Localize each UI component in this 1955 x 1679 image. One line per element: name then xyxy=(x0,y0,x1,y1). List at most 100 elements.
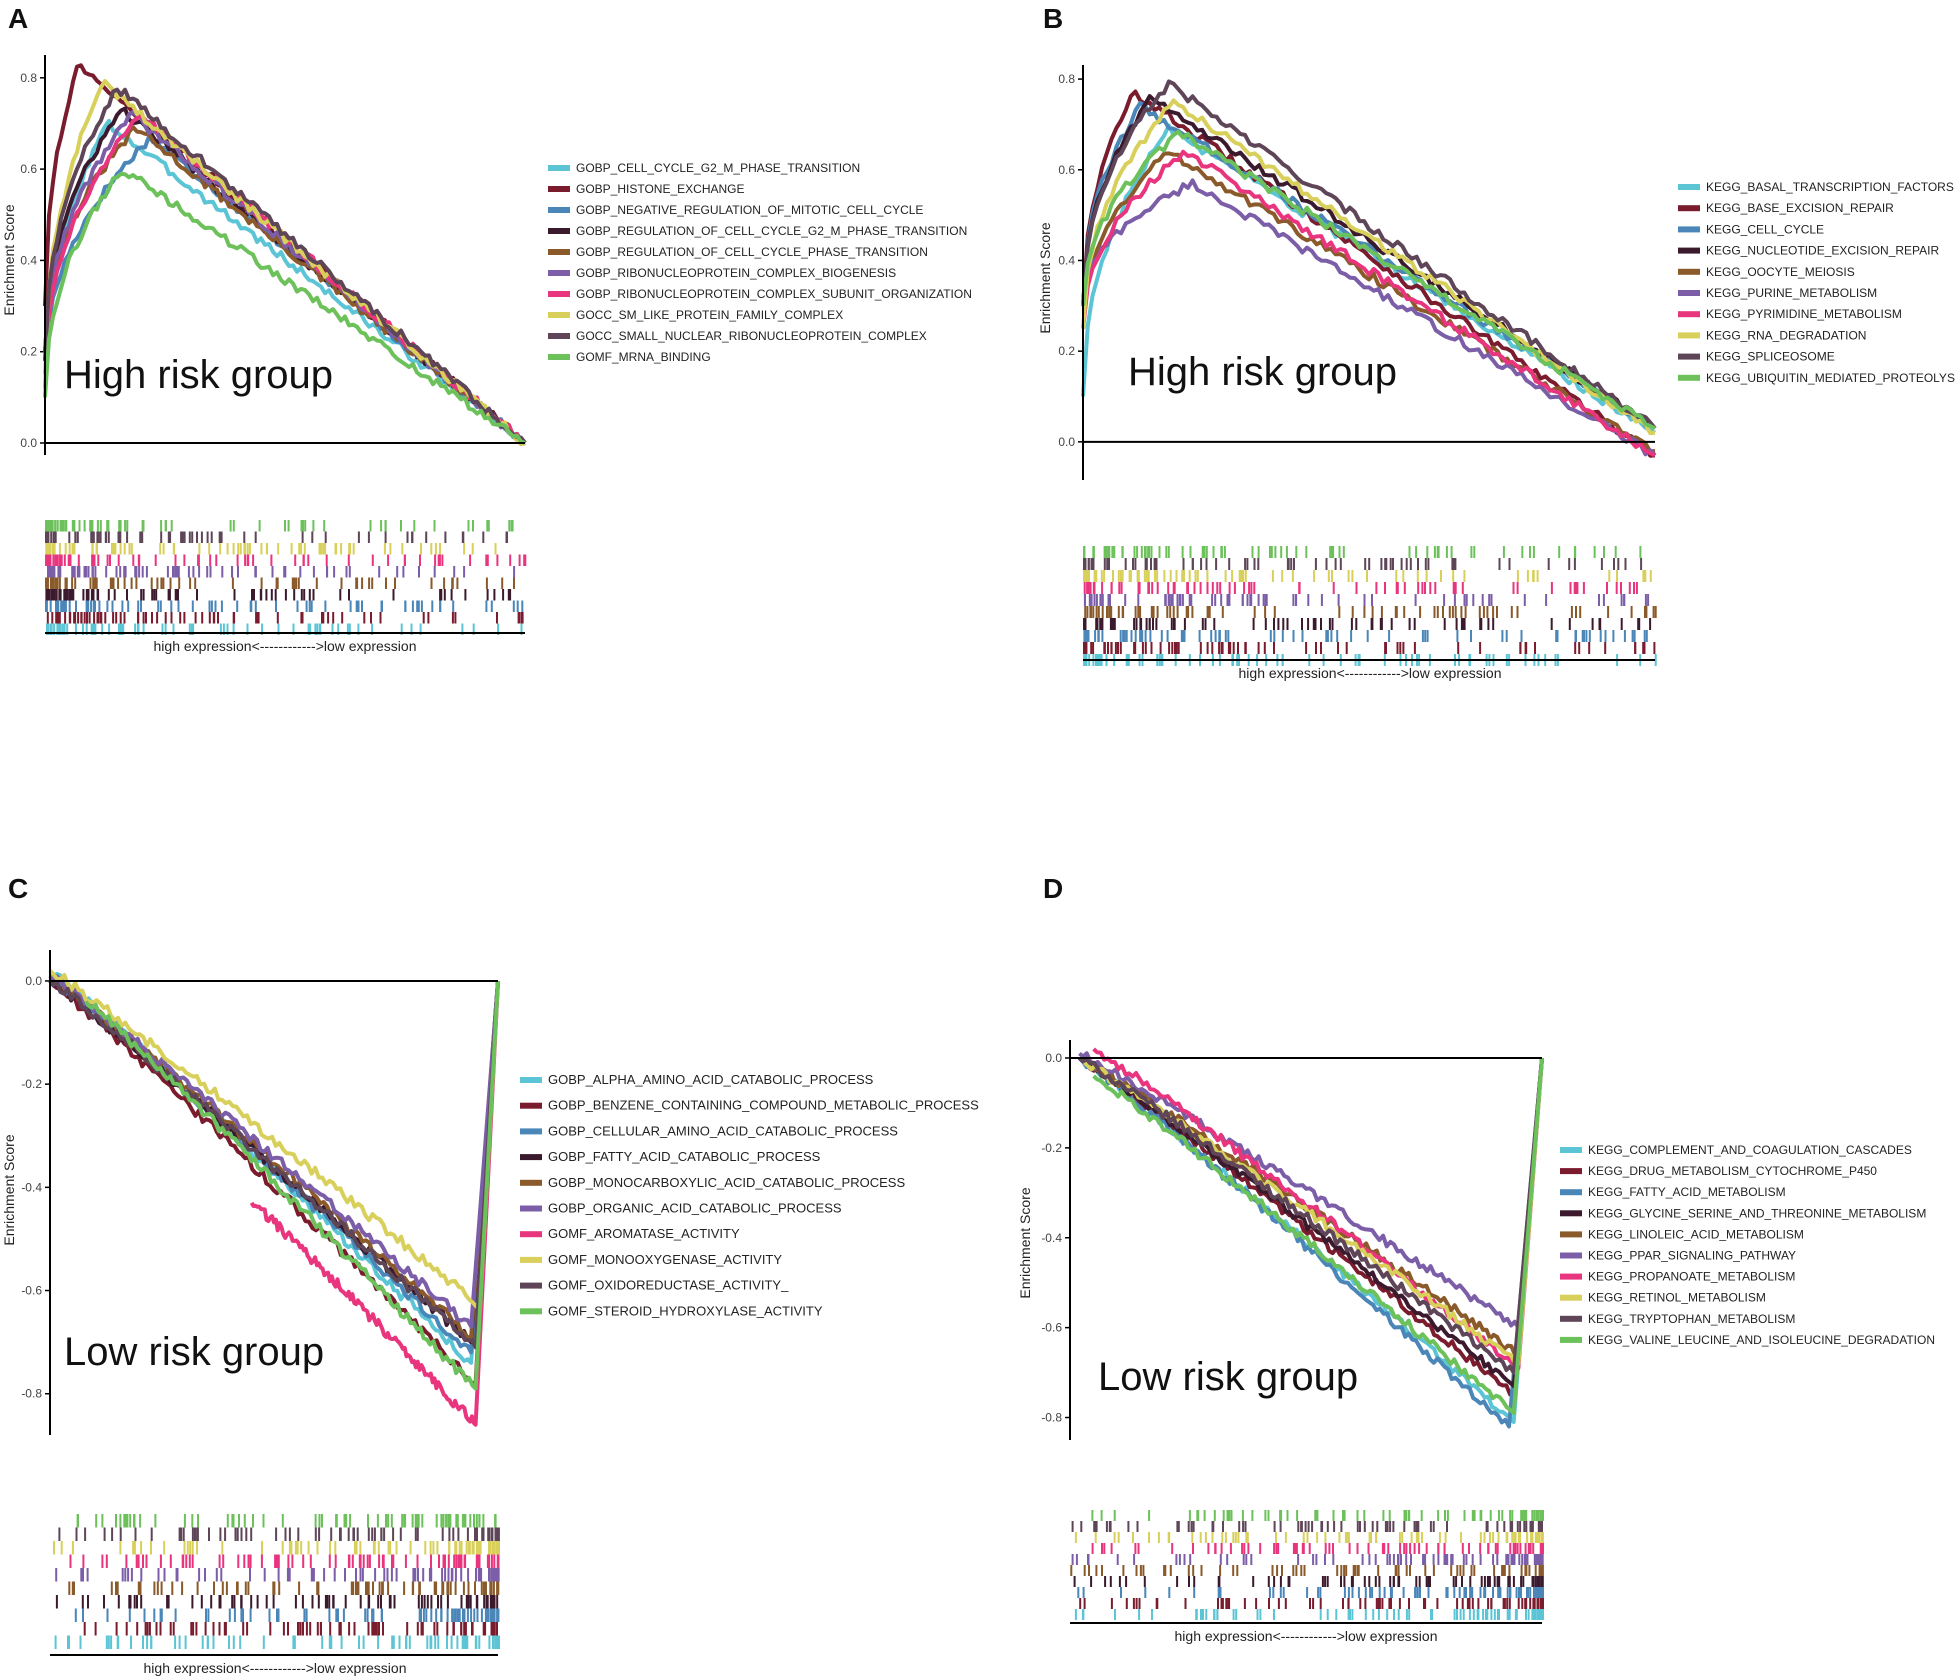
barcode-tick xyxy=(1173,618,1176,630)
barcode-tick xyxy=(1331,618,1334,630)
barcode-tick xyxy=(1538,1587,1541,1598)
barcode-tick xyxy=(1351,1609,1354,1620)
barcode-tick xyxy=(467,1568,470,1582)
barcode-tick xyxy=(292,1635,295,1649)
barcode-tick xyxy=(114,543,117,555)
barcode-tick xyxy=(1319,1587,1322,1598)
barcode-tick xyxy=(1473,546,1476,558)
barcode-tick xyxy=(50,623,53,635)
barcode-tick xyxy=(430,1554,432,1568)
barcode-tick xyxy=(281,1514,284,1528)
barcode-tick xyxy=(1105,1521,1108,1532)
barcode-tick xyxy=(1485,1521,1488,1532)
barcode-tick xyxy=(1301,618,1303,630)
barcode-tick xyxy=(1363,594,1366,606)
barcode-tick xyxy=(189,577,192,589)
barcode-tick xyxy=(1620,594,1623,606)
barcode-tick xyxy=(1264,1510,1267,1521)
barcode-tick xyxy=(1463,1587,1466,1598)
barcode-tick xyxy=(115,612,118,624)
barcode-tick xyxy=(172,1622,175,1636)
barcode-tick xyxy=(1574,546,1577,558)
barcode-tick xyxy=(357,1581,360,1595)
barcode-tick xyxy=(494,543,497,555)
barcode-tick xyxy=(1408,1598,1410,1609)
barcode-tick xyxy=(392,1527,395,1541)
legend-swatch xyxy=(1678,268,1700,275)
barcode-tick xyxy=(51,543,54,555)
panel-a-barcode xyxy=(45,520,527,635)
barcode-tick xyxy=(1123,630,1126,642)
barcode-tick xyxy=(119,543,122,555)
barcode-tick xyxy=(1402,1587,1405,1598)
barcode-tick xyxy=(446,1595,449,1609)
barcode-tick xyxy=(345,566,348,578)
barcode-tick xyxy=(115,1581,117,1595)
barcode-tick xyxy=(1214,594,1217,606)
barcode-tick xyxy=(1493,1609,1496,1620)
barcode-tick xyxy=(455,1541,458,1555)
barcode-tick xyxy=(246,623,249,635)
barcode-tick xyxy=(1398,1532,1401,1543)
barcode-tick xyxy=(188,623,191,635)
barcode-tick xyxy=(332,612,335,624)
barcode-tick xyxy=(1541,1587,1544,1598)
barcode-tick xyxy=(1325,630,1328,642)
barcode-tick xyxy=(302,520,304,532)
barcode-tick xyxy=(1465,594,1468,606)
barcode-tick xyxy=(1416,570,1419,582)
barcode-tick xyxy=(76,1514,79,1528)
barcode-tick xyxy=(1170,618,1173,630)
barcode-tick xyxy=(1429,582,1432,594)
barcode-tick xyxy=(1213,1609,1216,1620)
barcode-tick xyxy=(1206,582,1209,594)
barcode-tick xyxy=(1176,1576,1179,1587)
barcode-tick xyxy=(1515,1609,1518,1620)
barcode-tick xyxy=(466,1527,469,1541)
barcode-tick xyxy=(1241,1510,1244,1521)
barcode-tick xyxy=(1272,1587,1275,1598)
barcode-tick xyxy=(85,623,88,635)
barcode-tick xyxy=(1507,1609,1510,1620)
barcode-tick xyxy=(305,1608,308,1622)
barcode-tick xyxy=(219,543,222,555)
barcode-tick xyxy=(1523,594,1526,606)
barcode-tick xyxy=(223,1622,226,1636)
barcode-tick xyxy=(1340,1576,1342,1587)
barcode-tick xyxy=(1536,570,1539,582)
barcode-tick xyxy=(1421,630,1424,642)
barcode-tick xyxy=(494,1635,497,1649)
barcode-tick xyxy=(1095,594,1098,606)
barcode-tick xyxy=(381,1581,384,1595)
barcode-tick xyxy=(1410,1554,1412,1565)
barcode-tick xyxy=(520,612,523,624)
barcode-tick xyxy=(1356,1543,1359,1554)
legend-label: GOBP_HISTONE_EXCHANGE xyxy=(576,182,745,196)
barcode-tick xyxy=(301,531,304,543)
barcode-tick xyxy=(1359,1521,1361,1532)
barcode-tick xyxy=(1442,606,1444,618)
barcode-tick xyxy=(1426,546,1429,558)
barcode-tick xyxy=(83,612,86,624)
barcode-tick xyxy=(1405,558,1408,570)
barcode-tick xyxy=(166,1595,169,1609)
barcode-tick xyxy=(260,589,263,601)
barcode-tick xyxy=(1389,1587,1392,1598)
barcode-tick xyxy=(1519,1532,1521,1543)
barcode-tick xyxy=(1295,594,1297,606)
barcode-tick xyxy=(396,566,399,578)
barcode-tick xyxy=(1531,1576,1534,1587)
barcode-tick xyxy=(61,623,64,635)
barcode-tick xyxy=(1103,546,1106,558)
barcode-tick xyxy=(454,612,457,624)
barcode-tick xyxy=(1604,630,1607,642)
barcode-tick xyxy=(73,566,75,578)
barcode-tick xyxy=(1243,582,1246,594)
series-line xyxy=(1081,149,1656,458)
barcode-tick xyxy=(371,1622,374,1636)
barcode-tick xyxy=(439,589,442,601)
barcode-tick xyxy=(1211,594,1214,606)
barcode-tick xyxy=(1395,1565,1398,1576)
barcode-tick xyxy=(228,1608,231,1622)
barcode-tick xyxy=(1496,1554,1499,1565)
